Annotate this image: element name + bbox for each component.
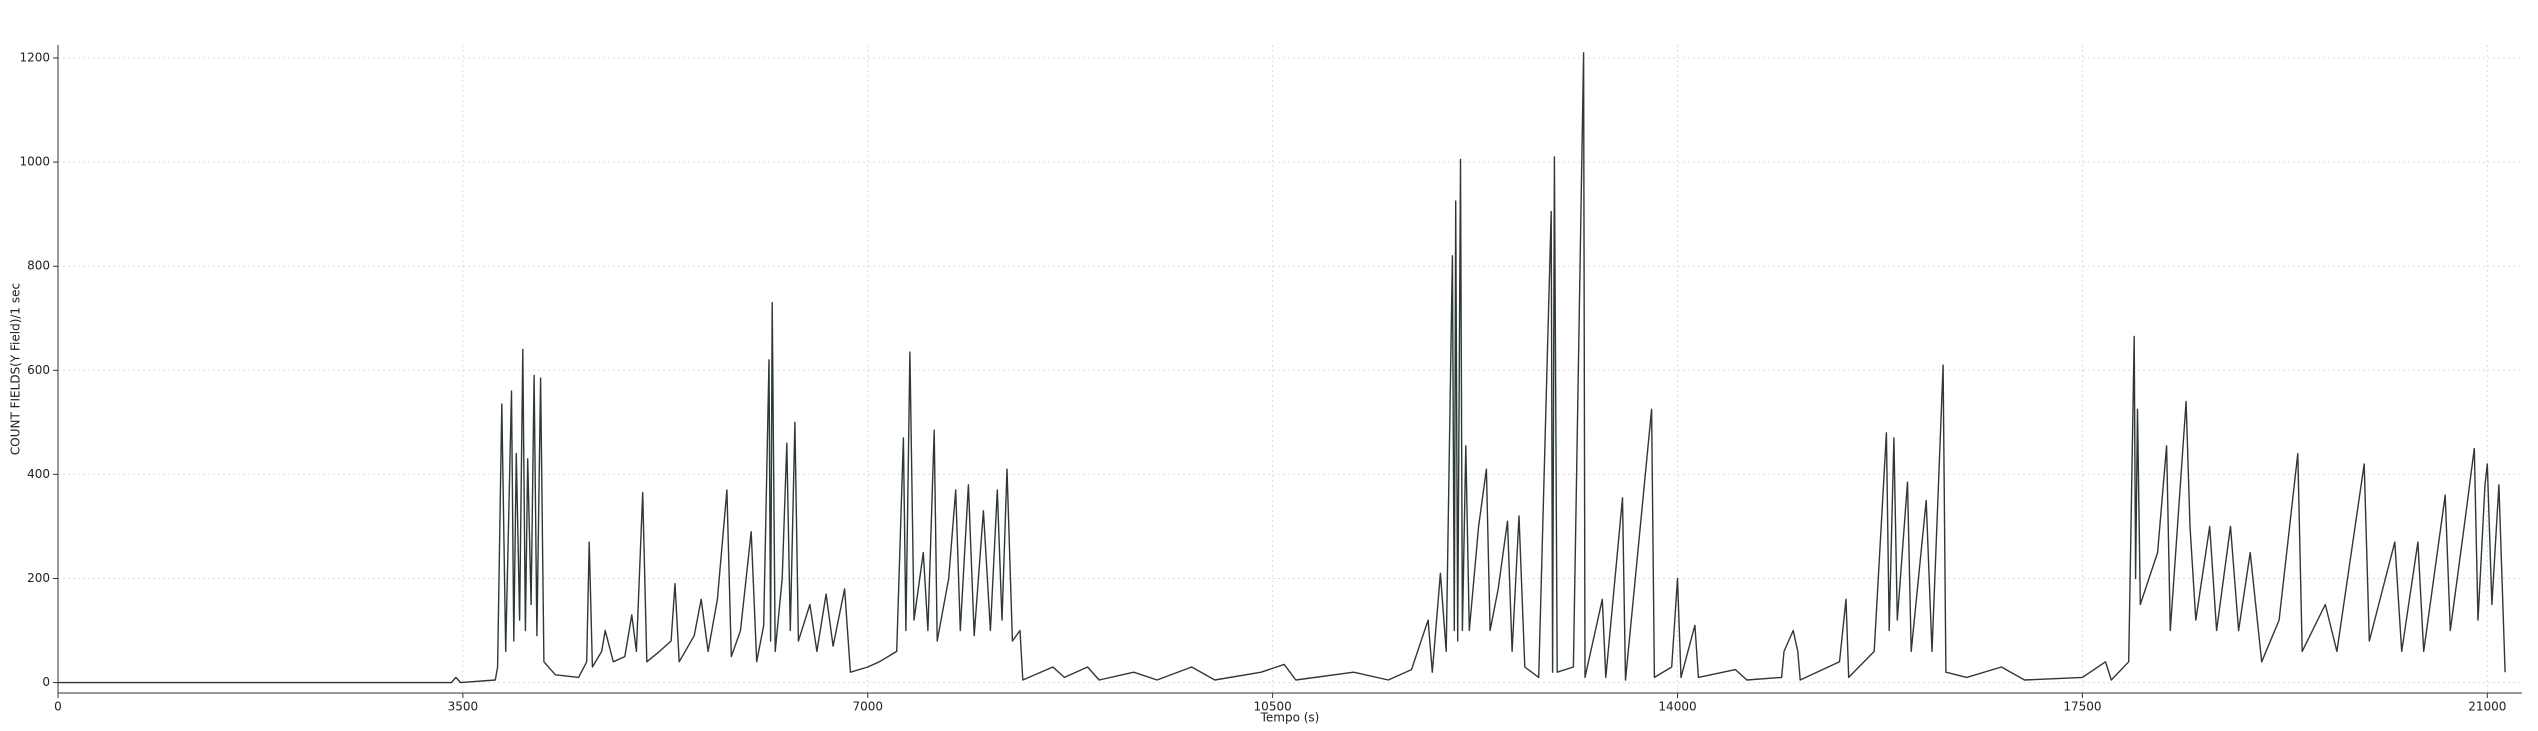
x-tick-label: 7000: [852, 700, 883, 714]
y-tick-label: 800: [27, 259, 50, 273]
data-line: [58, 52, 2506, 684]
y-axis-label: COUNT FIELDS(Y Field)/1 sec: [9, 283, 23, 455]
x-tick-label: 10500: [1254, 700, 1292, 714]
y-tick-label: 600: [27, 363, 50, 377]
x-tick-label: 0: [54, 700, 62, 714]
x-tick-label: 17500: [2063, 700, 2101, 714]
y-tick-label: 200: [27, 571, 50, 585]
x-tick-label: 21000: [2468, 700, 2506, 714]
y-tick-label: 400: [27, 467, 50, 481]
x-tick-label: 14000: [1658, 700, 1696, 714]
x-tick-label: 3500: [448, 700, 479, 714]
x-axis-label: Tempo (s): [1260, 711, 1320, 725]
y-tick-label: 1000: [19, 155, 50, 169]
y-tick-label: 1200: [19, 51, 50, 65]
y-tick-label: 0: [42, 675, 50, 689]
